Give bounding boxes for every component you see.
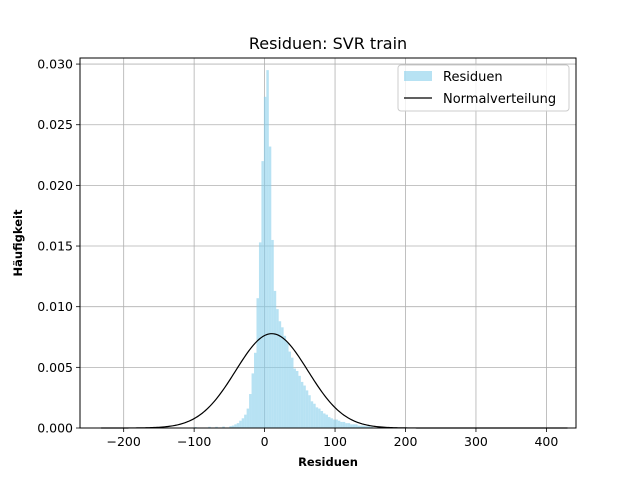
histogram-bar [350,424,353,428]
histogram-bar [293,368,296,428]
legend-normal-label: Normalverteilung [443,92,556,107]
histogram-bar [362,425,365,428]
histogram-bar [208,426,211,428]
histogram-bar [347,423,351,428]
histogram-bar [305,390,309,428]
histogram-bar [281,327,284,428]
histogram-bar [364,426,368,428]
plot-frame [79,57,577,429]
histogram-bar [229,426,232,428]
x-axis-label: Residuen [298,455,358,469]
histogram-bar [286,341,289,428]
legend: Residuen Normalverteilung [397,64,570,112]
histogram-bar [291,357,294,428]
histogram-bar [308,395,311,428]
histogram-bar [325,414,328,428]
y-tick-label: 0.015 [37,239,73,254]
x-tick-label: 400 [534,434,558,449]
histogram-bar [357,425,361,428]
histogram-bar [246,408,250,428]
histogram-bar [315,407,319,428]
histogram-bar [278,321,282,428]
x-tick-label: 100 [323,434,347,449]
x-tick-label: 300 [464,434,488,449]
y-tick-label: 0.000 [37,421,73,436]
histogram-bar [352,424,356,428]
histogram-bar [345,423,348,428]
histogram-bar [258,242,262,428]
histogram-bar [318,408,321,428]
histogram-bar [370,426,373,428]
y-tick-label: 0.010 [37,299,73,314]
histogram-bar [337,420,341,428]
axis-ticks: −200 −100 0 100 200 300 400 0.000 0.005 0.010 0.01… [37,57,558,449]
histogram-bar [273,290,277,428]
histogram-bar [263,96,267,428]
histogram-bar [298,375,301,428]
histogram-bar [360,425,363,428]
histogram-bar [241,418,245,428]
histogram-bar [266,70,269,428]
histogram-bar [323,413,326,428]
y-tick-label: 0.005 [37,360,73,375]
histogram-bar [330,418,333,428]
histogram-bar [236,423,240,428]
histogram-bar [215,426,218,428]
histogram-bar [313,403,316,428]
histogram-bar [251,373,255,428]
histogram-bar [342,421,346,428]
histogram-bar [244,414,247,428]
histogram-bar [234,424,237,428]
histogram-bar [355,424,358,428]
y-tick-label: 0.020 [37,178,73,193]
histogram-bar [335,419,338,428]
x-tick-label: −200 [107,434,141,449]
histogram-bar [295,370,299,428]
histogram-bar [239,420,242,428]
histogram-bar [328,417,331,428]
histogram-bar [276,309,279,428]
y-tick-label: 0.025 [37,117,73,132]
legend-residuen-swatch [404,71,432,81]
x-tick-label: 0 [261,434,269,449]
legend-residuen-label: Residuen [443,70,503,85]
histogram-bar [254,352,257,428]
chart-title: Residuen: SVR train [249,34,407,53]
histogram-bar [256,298,259,428]
histogram-bar [340,421,343,428]
histogram-bar [288,351,292,428]
histogram-bar [303,385,306,428]
histogram-bar [310,401,314,428]
histogram-bar [268,146,272,428]
histogram-bar [261,161,264,429]
x-tick-label: −100 [177,434,211,449]
histogram-bar [222,426,225,428]
histogram-bar [332,419,336,428]
x-tick-label: 200 [394,434,418,449]
histogram-bar [283,335,287,428]
y-tick-label: 0.030 [37,57,73,72]
histogram-bar [320,411,324,428]
histogram-bar [367,426,370,428]
legend-box [397,64,570,112]
histogram-bar [231,425,235,428]
histogram-bar [249,394,252,428]
histogram-bar [300,381,304,428]
y-axis-label: Häufigkeit [11,209,25,276]
